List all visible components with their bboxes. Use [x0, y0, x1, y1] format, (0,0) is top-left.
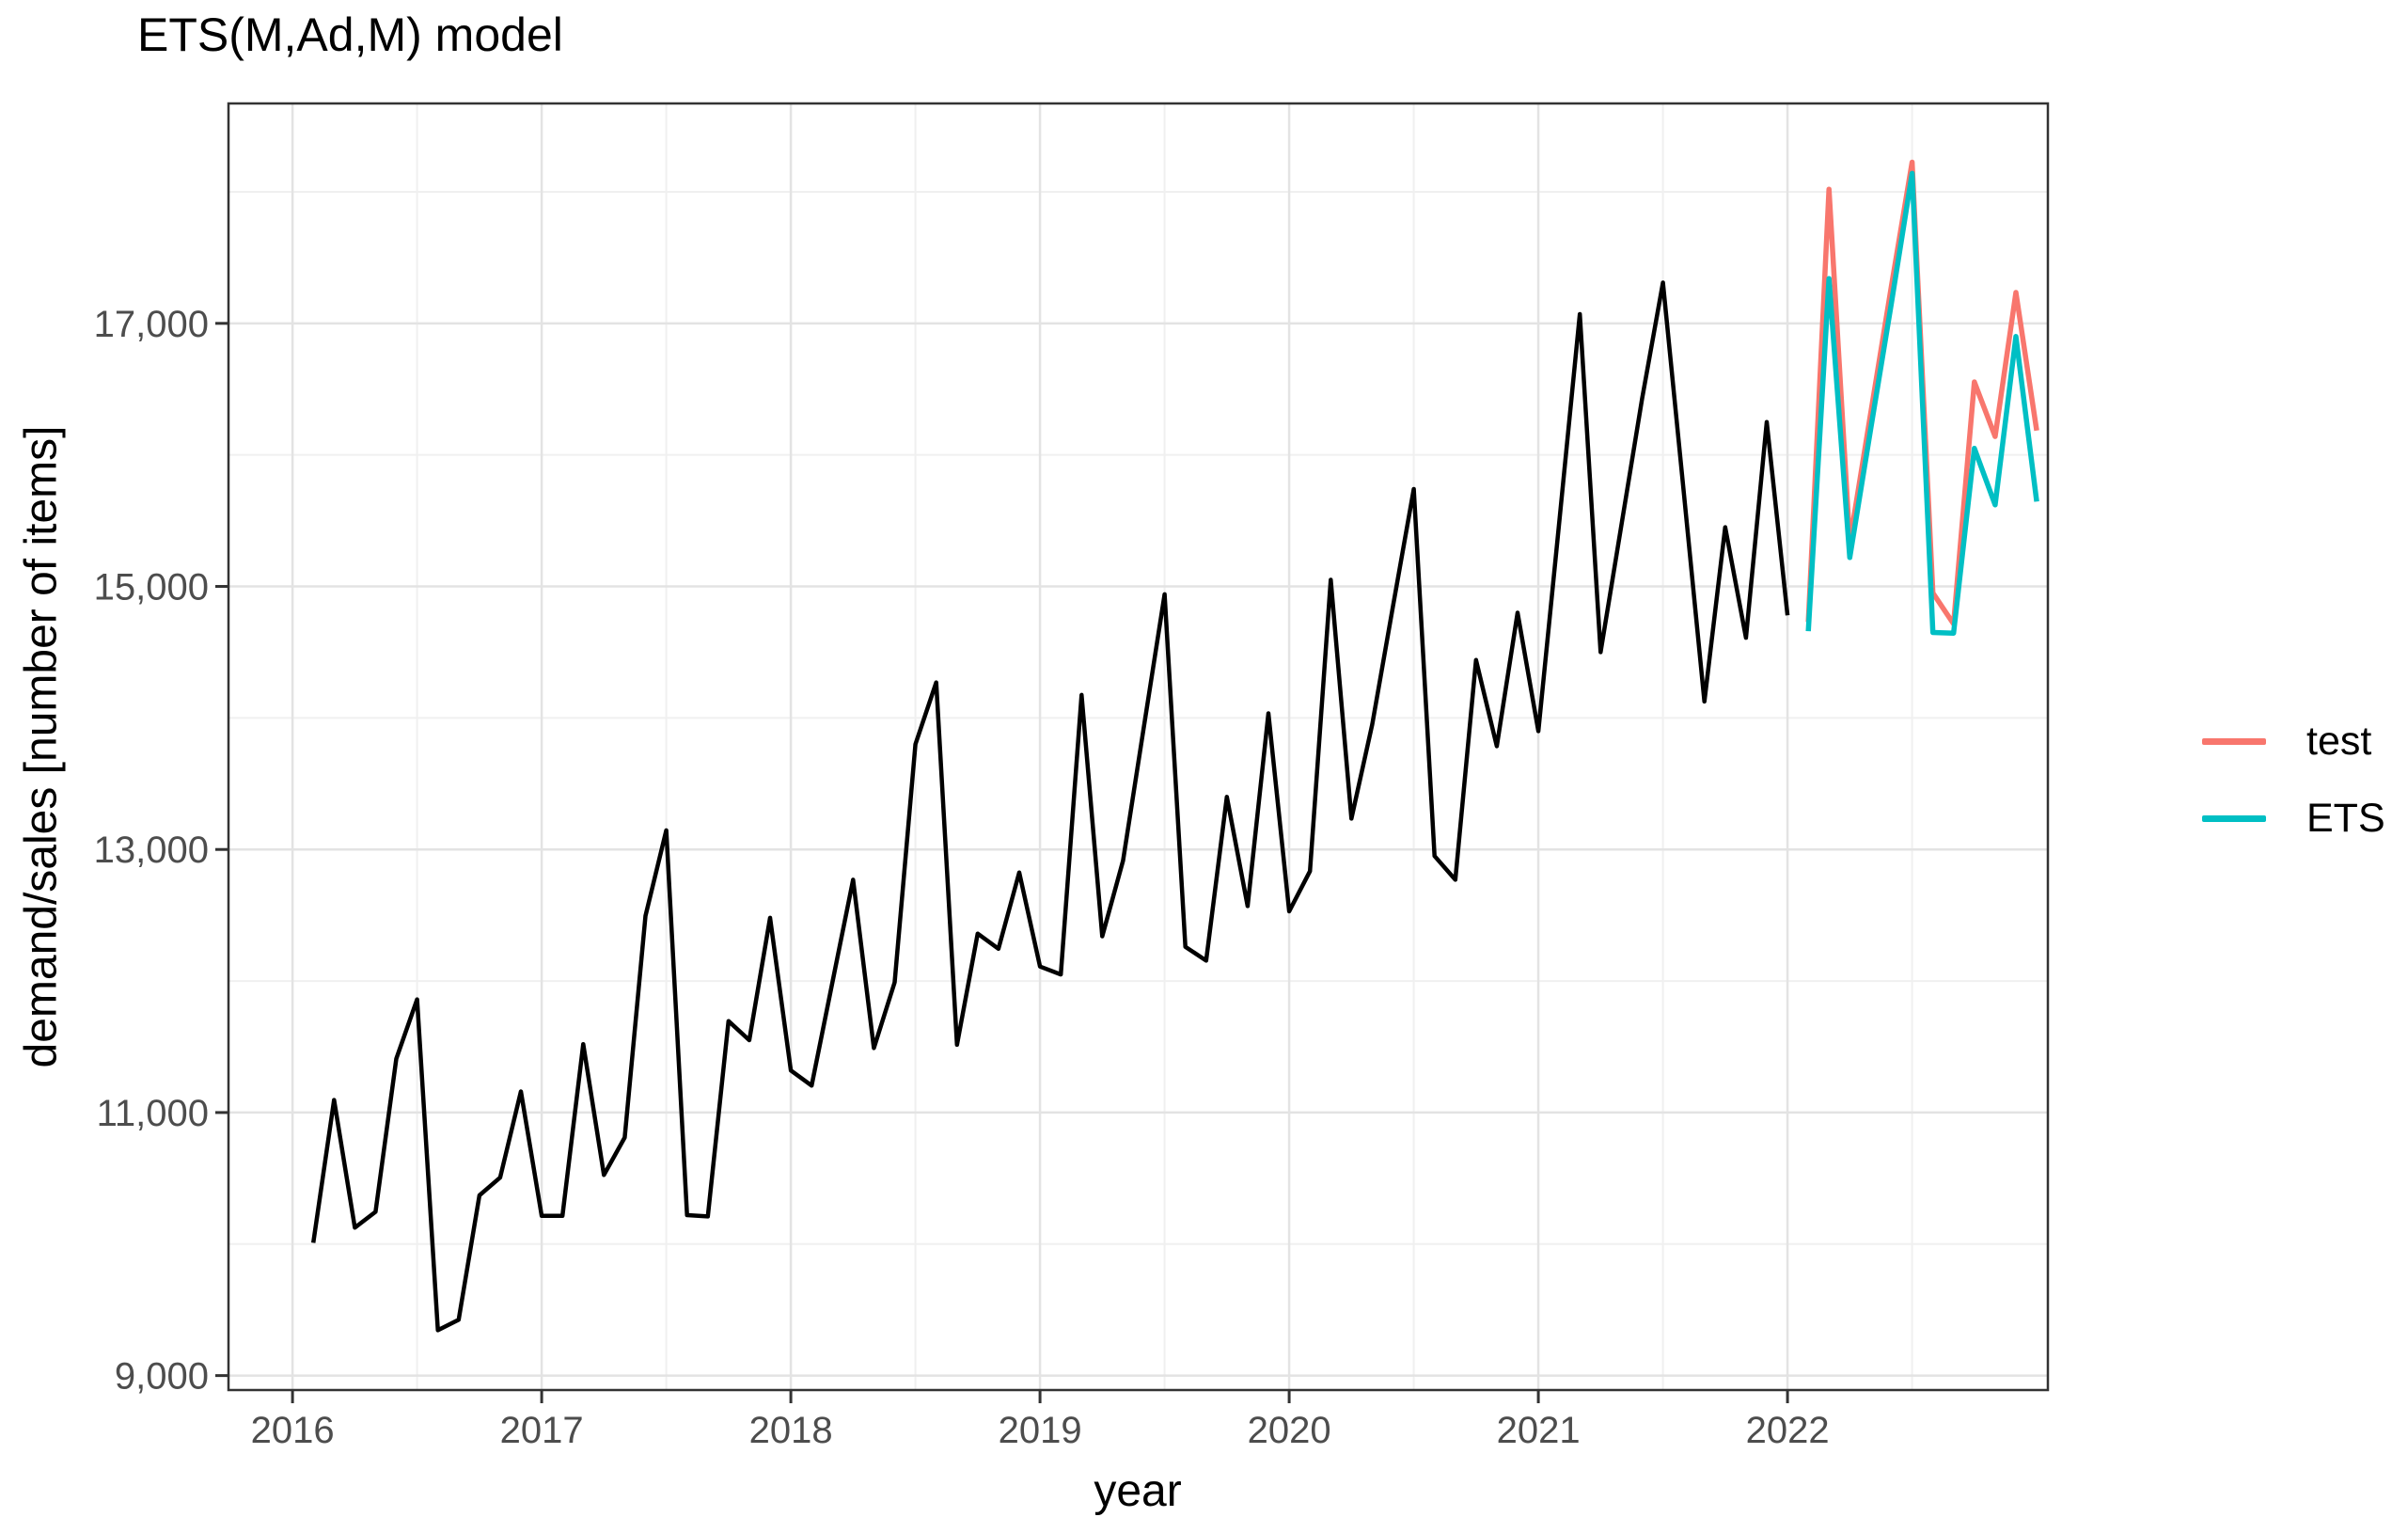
y-tick-label: 17,000 — [94, 304, 209, 345]
series-line-ETS — [1805, 170, 2039, 636]
y-tick-label: 11,000 — [97, 1093, 209, 1134]
legend: test ETS — [2202, 719, 2385, 841]
x-tick-label: 2019 — [999, 1410, 1082, 1451]
x-tick-label: 2022 — [1746, 1410, 1830, 1451]
x-tick-label: 2018 — [749, 1410, 833, 1451]
y-tick-label: 13,000 — [94, 830, 209, 871]
y-tick-label: 15,000 — [94, 567, 209, 608]
y-tick-label: 9,000 — [115, 1356, 209, 1398]
legend-item-test: test — [2202, 719, 2385, 764]
x-axis-title: year — [1094, 1466, 1182, 1516]
x-tick-label: 2017 — [500, 1410, 584, 1451]
legend-label: ETS — [2306, 795, 2385, 841]
panel-border — [227, 102, 2050, 1392]
x-tick-label: 2016 — [251, 1410, 335, 1451]
legend-label: test — [2306, 718, 2372, 764]
legend-item-ETS: ETS — [2202, 796, 2385, 841]
legend-line-swatch-ETS — [2202, 814, 2266, 822]
x-tick-label: 2021 — [1497, 1410, 1581, 1451]
legend-line-swatch-test — [2202, 737, 2266, 745]
x-tick-label: 2020 — [1248, 1410, 1331, 1451]
series-line-train — [310, 280, 1790, 1333]
chart-title: ETS(M,Ad,M) model — [137, 8, 563, 61]
